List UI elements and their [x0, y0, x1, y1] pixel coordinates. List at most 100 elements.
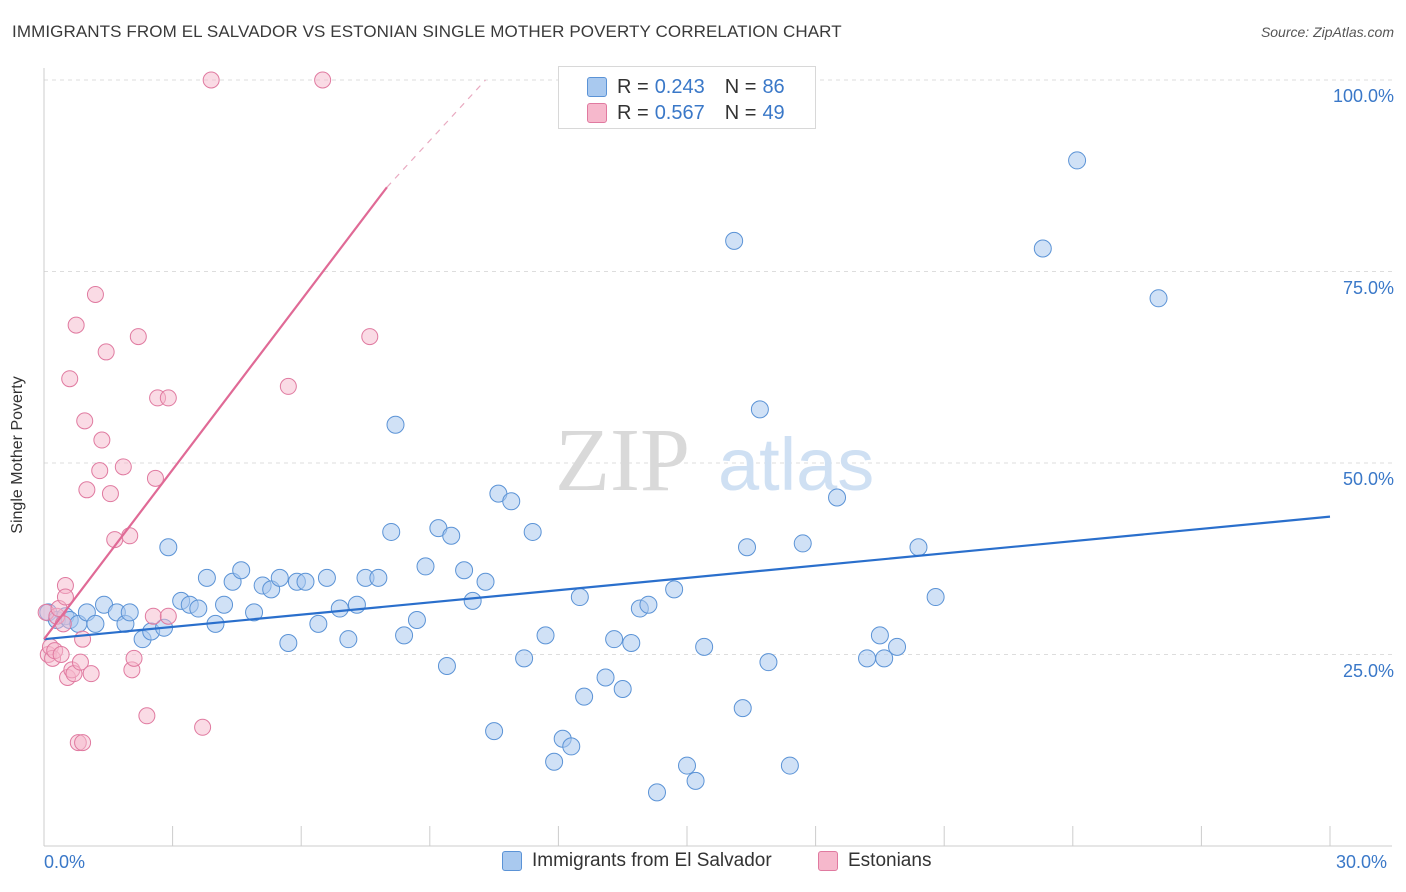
data-point-el-salvador — [159, 538, 178, 557]
data-point-estonians — [74, 734, 92, 752]
data-point-el-salvador — [780, 756, 799, 775]
data-point-estonians — [314, 71, 332, 89]
data-point-el-salvador — [828, 488, 847, 507]
trend-lines — [43, 79, 1331, 641]
data-point-el-salvador — [639, 595, 658, 614]
data-point-el-salvador — [858, 649, 877, 668]
legend-swatch-pink — [818, 851, 838, 871]
series-pink-points — [37, 71, 379, 752]
data-point-el-salvador — [455, 561, 474, 580]
data-point-el-salvador — [476, 572, 495, 591]
data-point-el-salvador — [870, 626, 889, 645]
data-point-estonians — [202, 71, 220, 89]
data-point-estonians — [159, 389, 177, 407]
legend-r-label: R = — [617, 101, 649, 124]
data-point-el-salvador — [309, 614, 328, 633]
legend-n-value: 86 — [762, 75, 785, 98]
data-point-el-salvador — [678, 756, 696, 775]
data-point-el-salvador — [215, 595, 234, 614]
data-point-el-salvador — [647, 783, 666, 802]
data-point-estonians — [125, 649, 143, 667]
data-point-estonians — [82, 665, 100, 683]
data-point-el-salvador — [1068, 151, 1087, 170]
data-point-estonians — [114, 458, 132, 476]
y-tick-label: 75.0% — [1342, 277, 1394, 298]
data-point-el-salvador — [926, 588, 945, 607]
data-point-estonians — [97, 343, 115, 361]
data-point-estonians — [159, 607, 177, 625]
x-tick-min: 0.0% — [44, 852, 86, 872]
legend-item-el-salvador: Immigrants from El Salvador — [502, 850, 772, 872]
data-point-el-salvador — [485, 722, 504, 741]
data-point-el-salvador — [120, 603, 139, 622]
data-point-estonians — [129, 328, 147, 346]
data-point-el-salvador — [622, 634, 641, 653]
data-point-estonians — [279, 377, 297, 395]
data-point-estonians — [67, 316, 85, 334]
data-point-estonians — [52, 646, 70, 663]
data-point-el-salvador — [665, 580, 684, 599]
data-point-estonians — [121, 527, 139, 545]
data-point-el-salvador — [536, 626, 555, 645]
data-point-estonians — [86, 285, 104, 303]
data-point-estonians — [194, 718, 212, 736]
legend-row-blue: R = 0.243 N = 86 — [587, 75, 785, 99]
data-point-el-salvador — [695, 637, 714, 656]
data-point-el-salvador — [197, 568, 216, 587]
data-point-el-salvador — [437, 656, 456, 675]
trend-line-estonians — [43, 186, 388, 640]
data-point-el-salvador — [232, 561, 251, 580]
data-point-estonians — [144, 607, 162, 625]
data-point-el-salvador — [562, 737, 581, 756]
watermark: ZIP atlas — [555, 411, 874, 510]
data-point-el-salvador — [369, 568, 388, 587]
data-point-el-salvador — [888, 637, 907, 656]
data-point-el-salvador — [317, 568, 336, 587]
trend-line-el-salvador — [43, 515, 1331, 641]
data-point-el-salvador — [382, 522, 401, 541]
data-point-el-salvador — [545, 752, 564, 771]
legend-swatch-blue — [502, 851, 522, 871]
chart-source: Source: ZipAtlas.com — [1260, 24, 1394, 40]
data-point-el-salvador — [575, 687, 594, 706]
data-point-el-salvador — [407, 611, 426, 630]
data-point-el-salvador — [725, 231, 744, 250]
axes — [43, 68, 1392, 847]
data-point-el-salvador — [793, 534, 812, 553]
data-point-estonians — [56, 588, 74, 606]
legend-label: Immigrants from El Salvador — [532, 850, 772, 871]
data-point-el-salvador — [296, 572, 315, 591]
legend-n-label: N = — [724, 75, 757, 98]
data-point-el-salvador — [875, 649, 894, 668]
data-point-el-salvador — [738, 538, 757, 557]
data-point-el-salvador — [463, 591, 482, 610]
series-blue-points — [39, 151, 1168, 802]
legend-swatch-pink — [587, 103, 607, 123]
data-point-el-salvador — [1033, 239, 1052, 258]
gridlines — [44, 79, 1392, 655]
data-point-el-salvador — [395, 626, 414, 645]
data-point-estonians — [54, 615, 72, 633]
data-point-estonians — [101, 485, 119, 503]
data-point-el-salvador — [733, 699, 752, 718]
data-point-el-salvador — [86, 614, 105, 633]
legend-label: Estonians — [848, 850, 932, 871]
data-point-estonians — [61, 370, 79, 388]
data-point-estonians — [76, 412, 94, 430]
x-tick-max: 30.0% — [1336, 852, 1388, 872]
y-tick-label: 50.0% — [1342, 469, 1394, 489]
data-point-el-salvador — [750, 400, 769, 419]
legend-r-value: 0.243 — [654, 75, 705, 98]
data-point-estonians — [91, 462, 109, 480]
legend-n-label: N = — [724, 101, 757, 124]
data-point-el-salvador — [339, 630, 358, 649]
data-point-estonians — [93, 431, 111, 449]
data-point-el-salvador — [570, 588, 589, 607]
data-point-el-salvador — [245, 603, 264, 622]
correlation-legend: R = 0.243 N = 86 R = 0.567 N = 49 — [558, 66, 816, 129]
legend-r-label: R = — [617, 75, 649, 98]
y-tick-label: 100.0% — [1332, 86, 1394, 106]
data-point-el-salvador — [502, 492, 521, 511]
series-legend: Immigrants from El Salvador Estonians — [0, 850, 1406, 878]
